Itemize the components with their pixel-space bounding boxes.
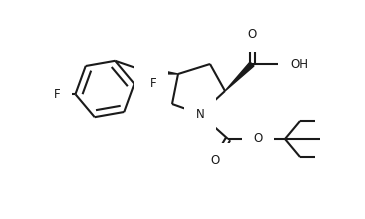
Text: O: O — [253, 132, 263, 145]
Text: F: F — [54, 88, 61, 101]
Polygon shape — [225, 62, 254, 91]
Text: O: O — [247, 28, 257, 41]
Text: O: O — [145, 65, 155, 78]
Text: F: F — [150, 77, 156, 90]
Polygon shape — [150, 68, 178, 74]
Text: N: N — [196, 108, 204, 120]
Text: OH: OH — [290, 58, 308, 71]
Text: O: O — [210, 154, 220, 168]
